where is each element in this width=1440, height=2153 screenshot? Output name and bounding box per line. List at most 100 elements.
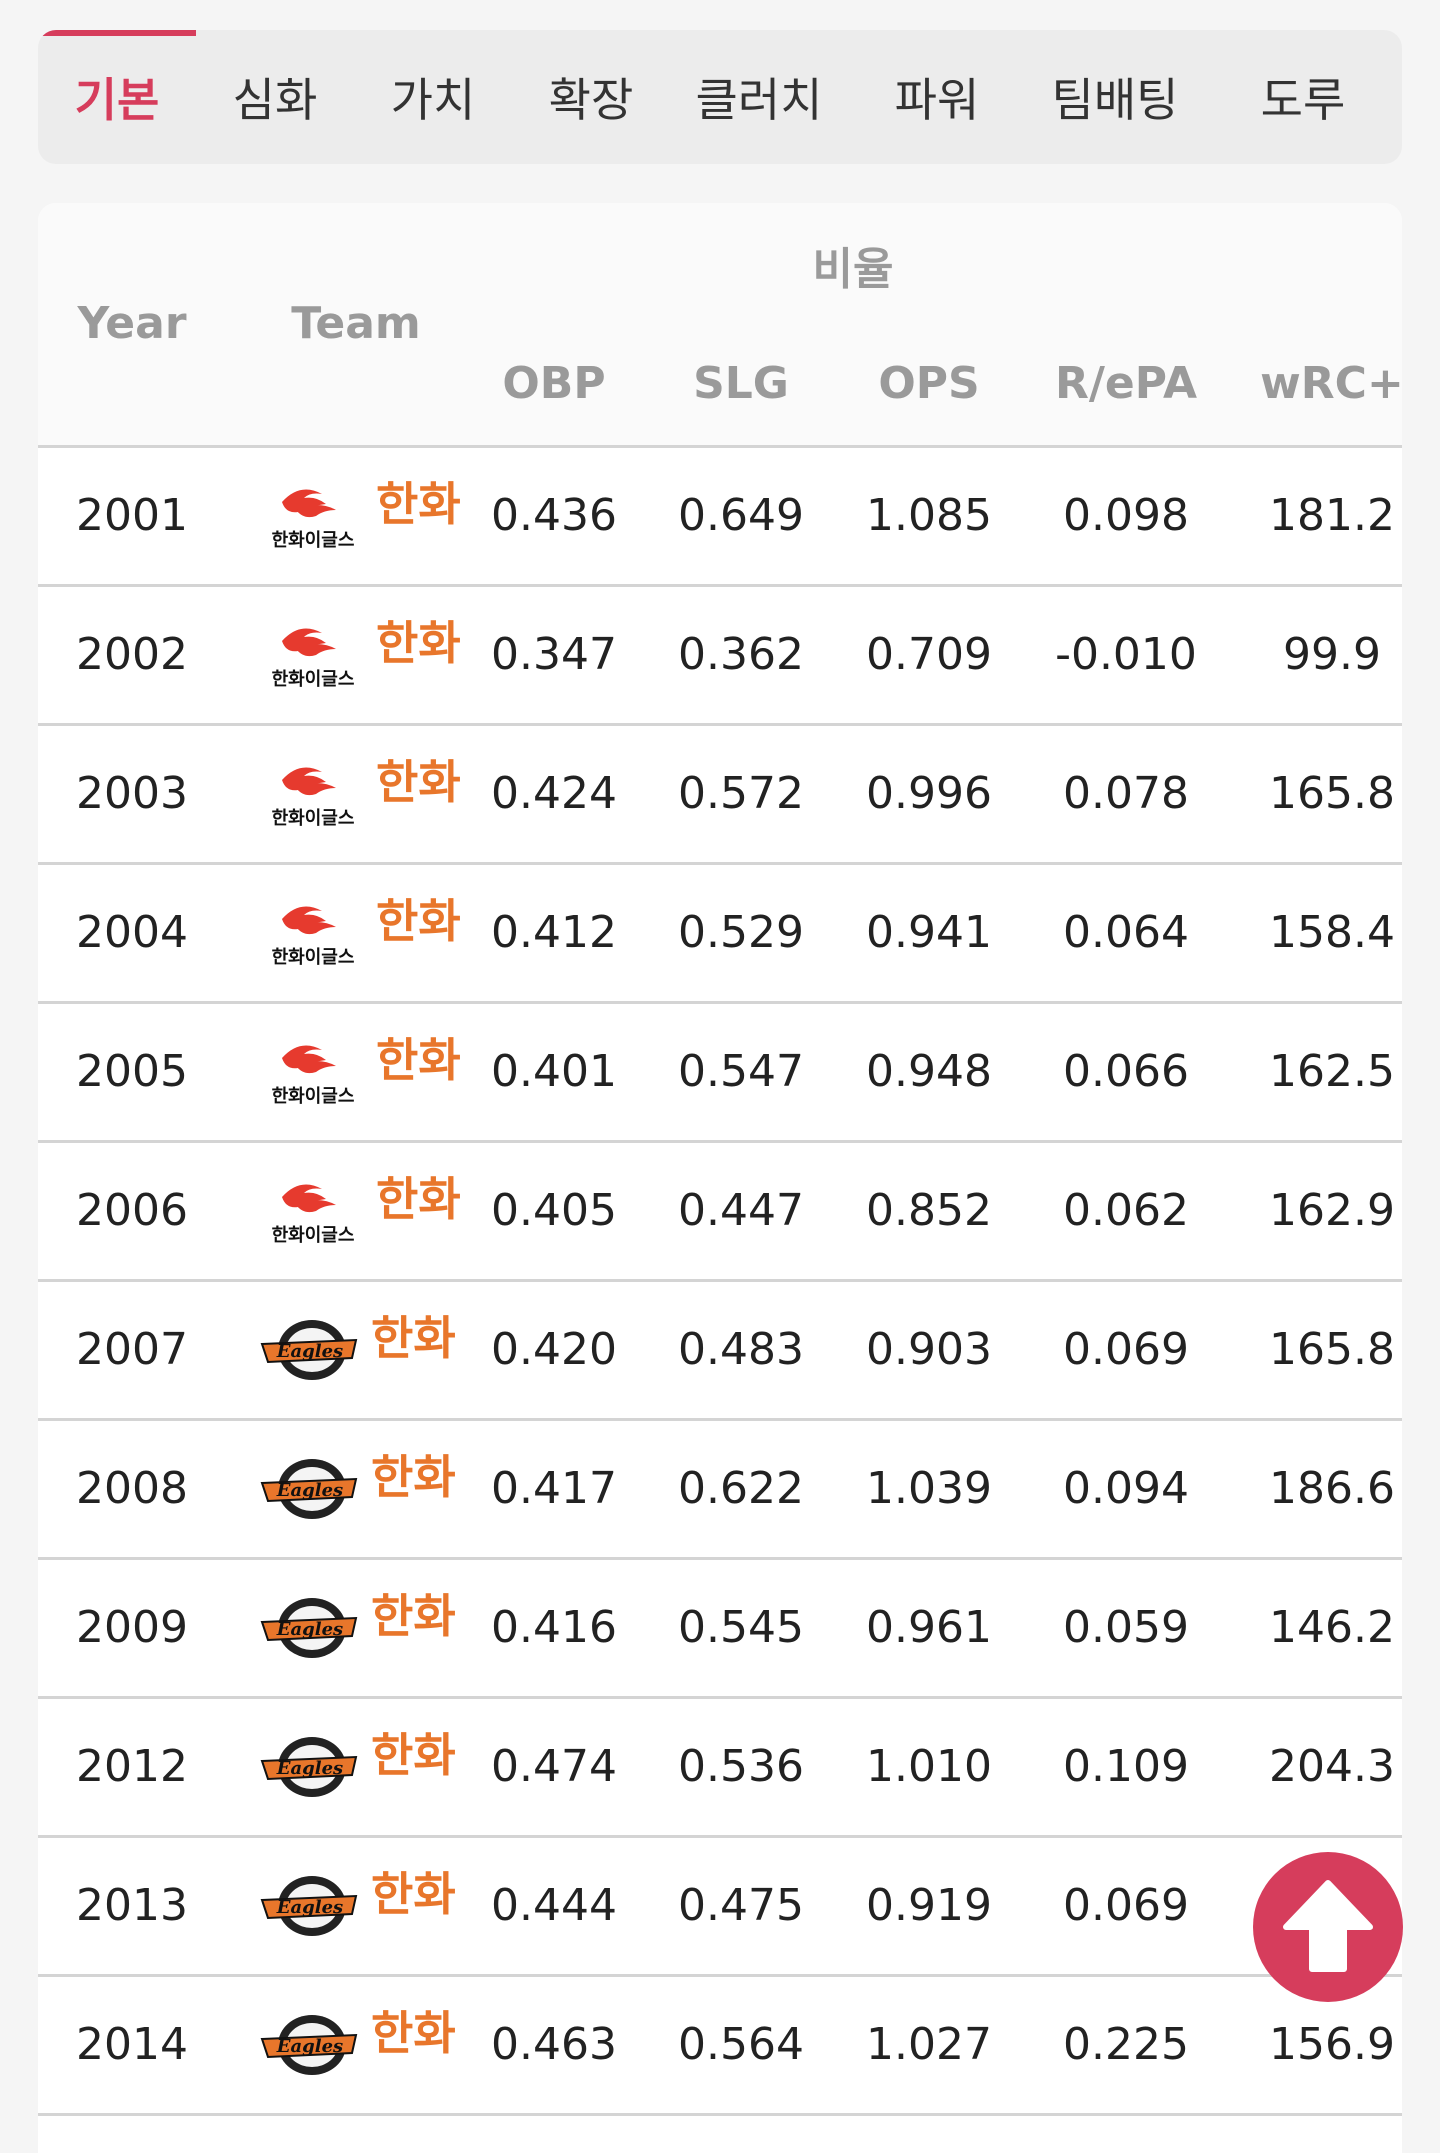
table-row: 2009 Eagles 한화 0.416 0.545 0.961 0.059 146.2 xyxy=(38,1560,1402,1699)
cell-year: 2006 xyxy=(76,1185,188,1236)
table-row: 2002 한화이글스 한화 0.347 0.362 0.709 -0.010 99.9 xyxy=(38,587,1402,726)
cell-stat-slg: 0.362 xyxy=(678,629,804,680)
cell-stat-obp: 0.347 xyxy=(491,629,617,680)
cell-stat-obp: 0.401 xyxy=(491,1046,617,1097)
table-row: 2001 한화이글스 한화 0.436 0.649 1.085 0.098 181.2 xyxy=(38,448,1402,587)
column-header-slg[interactable]: SLG xyxy=(693,358,789,409)
cell-stat-slg: 0.529 xyxy=(678,907,804,958)
cell-stat-slg: 0.622 xyxy=(678,1463,804,1514)
cell-stat-obp: 0.405 xyxy=(491,1185,617,1236)
cell-stat-wrc: 204.3 xyxy=(1269,1741,1395,1792)
cell-stat-repa: 0.059 xyxy=(1063,1602,1189,1653)
cell-stat-repa: 0.094 xyxy=(1063,1463,1189,1514)
cell-year: 2014 xyxy=(76,2019,188,2070)
tab-2[interactable]: 심화 xyxy=(232,73,318,127)
cell-year: 2007 xyxy=(76,1324,188,1375)
cell-team-name[interactable]: 한화 xyxy=(371,1311,456,1365)
table-body: 2001 한화이글스 한화 0.436 0.649 1.085 0.098 181.2 20… xyxy=(38,448,1402,2116)
old-logo-text: 한화이글스 xyxy=(272,530,355,551)
cell-team-name[interactable]: 한화 xyxy=(376,755,461,809)
cell-stat-ops: 0.996 xyxy=(866,768,992,819)
cell-stat-obp: 0.444 xyxy=(491,1880,617,1931)
cell-stat-obp: 0.424 xyxy=(491,768,617,819)
cell-team-name[interactable]: 한화 xyxy=(371,2006,456,2060)
cell-stat-ops: 0.941 xyxy=(866,907,992,958)
cell-stat-ops: 0.948 xyxy=(866,1046,992,1097)
old-logo-text: 한화이글스 xyxy=(272,1225,355,1246)
column-header-obp[interactable]: OBP xyxy=(502,358,606,409)
old-logo-text: 한화이글스 xyxy=(272,808,355,829)
cell-year: 2001 xyxy=(76,490,188,541)
tab-8[interactable]: 도루 xyxy=(1260,73,1346,127)
eagles-emblem-icon: Eagles xyxy=(260,1320,358,1380)
cell-stat-slg: 0.564 xyxy=(678,2019,804,2070)
cell-stat-obp: 0.420 xyxy=(491,1324,617,1375)
cell-stat-slg: 0.483 xyxy=(678,1324,804,1375)
cell-team-name[interactable]: 한화 xyxy=(376,894,461,948)
emblem-text: Eagles xyxy=(276,2036,343,2057)
tab-6[interactable]: 파워 xyxy=(894,73,980,127)
tab-1[interactable]: 기본 xyxy=(38,30,196,164)
cell-team-name[interactable]: 한화 xyxy=(376,616,461,670)
hanwha-old-logo-icon: 한화이글스 xyxy=(272,628,355,690)
column-header-year[interactable]: Year xyxy=(77,298,187,349)
emblem-text: Eagles xyxy=(276,1480,343,1501)
cell-stat-slg: 0.447 xyxy=(678,1185,804,1236)
arrow-up-icon xyxy=(1283,1880,1373,1972)
old-logo-text: 한화이글스 xyxy=(272,947,355,968)
old-logo-text: 한화이글스 xyxy=(272,669,355,690)
cell-stat-ops: 1.027 xyxy=(866,2019,992,2070)
cell-stat-ops: 1.085 xyxy=(866,490,992,541)
cell-stat-ops: 0.709 xyxy=(866,629,992,680)
table-row: 2005 한화이글스 한화 0.401 0.547 0.948 0.066 162.5 xyxy=(38,1004,1402,1143)
tab-3[interactable]: 가치 xyxy=(390,73,476,127)
cell-stat-ops: 0.903 xyxy=(866,1324,992,1375)
column-header-wrc-plus[interactable]: wRC+ xyxy=(1260,358,1402,409)
column-header-ops[interactable]: OPS xyxy=(878,358,980,409)
cell-stat-slg: 0.536 xyxy=(678,1741,804,1792)
cell-stat-repa: -0.010 xyxy=(1055,629,1197,680)
eagles-emblem-icon: Eagles xyxy=(260,1459,358,1519)
tab-7[interactable]: 팀배팅 xyxy=(1051,73,1179,127)
eagles-emblem-icon: Eagles xyxy=(260,1876,358,1936)
cell-stat-ops: 0.961 xyxy=(866,1602,992,1653)
cell-stat-repa: 0.069 xyxy=(1063,1324,1189,1375)
cell-year: 2003 xyxy=(76,768,188,819)
cell-stat-obp: 0.412 xyxy=(491,907,617,958)
cell-team-name[interactable]: 한화 xyxy=(371,1450,456,1504)
cell-team-name[interactable]: 한화 xyxy=(376,1172,461,1226)
cell-stat-wrc: 156.9 xyxy=(1269,2019,1395,2070)
old-logo-text: 한화이글스 xyxy=(272,1086,355,1107)
cell-stat-wrc: 158.4 xyxy=(1269,907,1395,958)
tab-5[interactable]: 클러치 xyxy=(695,73,823,127)
column-header-team[interactable]: Team xyxy=(291,298,421,349)
table-row: 2012 Eagles 한화 0.474 0.536 1.010 0.109 204.3 xyxy=(38,1699,1402,1838)
cell-stat-obp: 0.463 xyxy=(491,2019,617,2070)
table-row: 2006 한화이글스 한화 0.405 0.447 0.852 0.062 162.9 xyxy=(38,1143,1402,1282)
cell-team-name[interactable]: 한화 xyxy=(371,1589,456,1643)
eagles-emblem-icon: Eagles xyxy=(260,1598,358,1658)
cell-team-name[interactable]: 한화 xyxy=(371,1728,456,1782)
table-row: 2013 Eagles 한화 0.444 0.475 0.919 0.069 xyxy=(38,1838,1402,1977)
cell-team-name[interactable]: 한화 xyxy=(376,477,461,531)
column-header-repa[interactable]: R/ePA xyxy=(1054,358,1198,409)
table-row: 2014 Eagles 한화 0.463 0.564 1.027 0.225 156.9 xyxy=(38,1977,1402,2116)
cell-stat-repa: 0.069 xyxy=(1063,1880,1189,1931)
cell-stat-slg: 0.475 xyxy=(678,1880,804,1931)
cell-stat-repa: 0.098 xyxy=(1063,490,1189,541)
cell-stat-repa: 0.109 xyxy=(1063,1741,1189,1792)
cell-team-name[interactable]: 한화 xyxy=(371,1867,456,1921)
cell-stat-wrc: 165.8 xyxy=(1269,1324,1395,1375)
scroll-to-top-button[interactable] xyxy=(1253,1852,1403,2002)
cell-year: 2009 xyxy=(76,1602,188,1653)
hanwha-old-logo-icon: 한화이글스 xyxy=(272,767,355,829)
column-group-ratio: 비율 xyxy=(812,244,894,295)
cell-stat-wrc: 181.2 xyxy=(1269,490,1395,541)
cell-stat-ops: 0.852 xyxy=(866,1185,992,1236)
tab-4[interactable]: 확장 xyxy=(548,73,634,127)
eagles-emblem-icon: Eagles xyxy=(260,1737,358,1797)
cell-year: 2005 xyxy=(76,1046,188,1097)
cell-team-name[interactable]: 한화 xyxy=(376,1033,461,1087)
cell-stat-wrc: 146.2 xyxy=(1269,1602,1395,1653)
table-header: Year Team 비율 OBP SLG OPS R/ePA wRC+ xyxy=(38,203,1402,448)
